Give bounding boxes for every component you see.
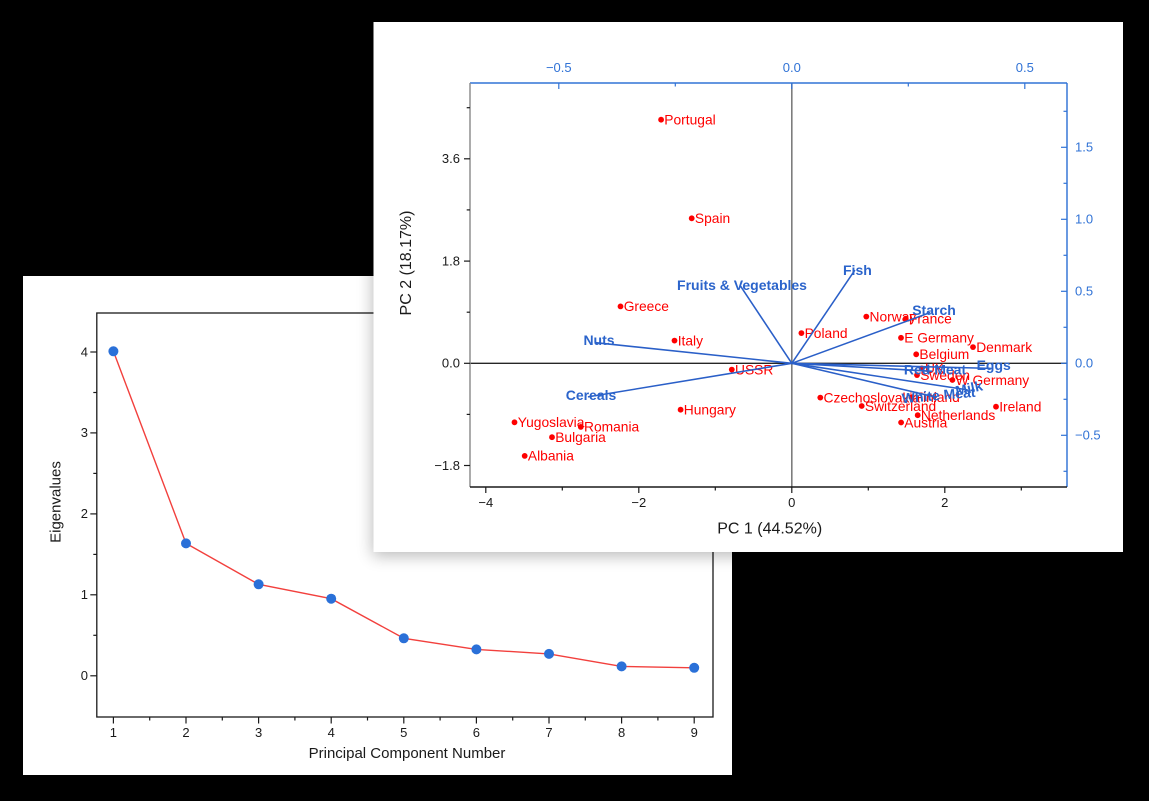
svg-text:1: 1 (110, 725, 117, 740)
svg-text:Fish: Fish (843, 262, 872, 278)
svg-text:2: 2 (941, 495, 948, 510)
svg-text:8: 8 (618, 725, 625, 740)
svg-text:Milk: Milk (954, 377, 984, 398)
svg-text:1.5: 1.5 (1075, 140, 1093, 155)
svg-text:−0.5: −0.5 (1075, 428, 1101, 443)
svg-text:White Meat: White Meat (901, 384, 976, 406)
svg-text:Norway: Norway (870, 309, 917, 324)
svg-text:2: 2 (81, 506, 88, 521)
svg-text:0: 0 (81, 668, 88, 683)
svg-text:9: 9 (691, 725, 698, 740)
svg-text:Eggs: Eggs (977, 357, 1011, 373)
svg-text:Sweden: Sweden (920, 368, 970, 383)
svg-text:Fruits & Vegetables: Fruits & Vegetables (677, 277, 807, 293)
svg-text:Denmark: Denmark (976, 340, 1032, 355)
svg-text:Greece: Greece (624, 299, 670, 314)
svg-text:PC 1 (44.52%): PC 1 (44.52%) (717, 521, 822, 538)
svg-text:−4: −4 (478, 495, 493, 510)
svg-text:Italy: Italy (678, 333, 703, 348)
svg-text:−2: −2 (631, 495, 646, 510)
svg-text:Austria: Austria (904, 415, 947, 430)
svg-text:2: 2 (182, 725, 189, 740)
svg-text:Czechoslovakia: Czechoslovakia (824, 390, 921, 405)
svg-text:0.5: 0.5 (1075, 284, 1093, 299)
svg-text:Cereals: Cereals (566, 387, 617, 403)
svg-text:Spain: Spain (695, 211, 730, 226)
svg-text:Finland: Finland (915, 390, 960, 405)
svg-text:6: 6 (473, 725, 480, 740)
svg-text:0: 0 (788, 495, 795, 510)
svg-text:Red Meat: Red Meat (904, 362, 967, 378)
svg-text:Belgium: Belgium (919, 347, 969, 362)
svg-text:Netherlands: Netherlands (921, 408, 995, 423)
svg-text:UK: UK (925, 361, 945, 376)
svg-text:Hungary: Hungary (684, 403, 736, 418)
svg-text:Poland: Poland (805, 326, 848, 341)
svg-text:3.6: 3.6 (442, 151, 460, 166)
svg-text:Yugoslavia: Yugoslavia (518, 415, 585, 430)
svg-text:4: 4 (328, 725, 335, 740)
svg-text:3: 3 (255, 725, 262, 740)
svg-text:Nuts: Nuts (583, 332, 614, 348)
svg-text:Switzerland: Switzerland (865, 399, 936, 414)
svg-text:−0.5: −0.5 (546, 60, 572, 75)
svg-text:PC 2 (18.17%): PC 2 (18.17%) (398, 211, 415, 316)
svg-text:3: 3 (81, 425, 88, 440)
svg-text:E Germany: E Germany (904, 331, 974, 346)
svg-text:1: 1 (81, 587, 88, 602)
svg-text:0.0: 0.0 (783, 60, 801, 75)
svg-text:Eigenvalues: Eigenvalues (48, 461, 65, 543)
svg-text:0.5: 0.5 (1016, 60, 1034, 75)
svg-text:0.0: 0.0 (1075, 356, 1093, 371)
svg-text:W Germany: W Germany (956, 373, 1030, 388)
svg-text:Principal Component Number: Principal Component Number (309, 745, 506, 762)
svg-text:7: 7 (545, 725, 552, 740)
svg-text:0.0: 0.0 (442, 356, 460, 371)
svg-text:Romania: Romania (584, 420, 640, 435)
svg-text:Ireland: Ireland (999, 400, 1041, 415)
svg-text:1.0: 1.0 (1075, 212, 1093, 227)
svg-text:1.8: 1.8 (442, 253, 460, 268)
svg-text:−1.8: −1.8 (434, 458, 460, 473)
svg-text:Albania: Albania (528, 449, 574, 464)
svg-text:Starch: Starch (912, 302, 956, 318)
svg-text:France: France (909, 312, 952, 327)
svg-text:Bulgaria: Bulgaria (555, 430, 606, 445)
svg-text:Portugal: Portugal (664, 113, 715, 128)
svg-text:5: 5 (400, 725, 407, 740)
svg-text:4: 4 (81, 344, 88, 359)
